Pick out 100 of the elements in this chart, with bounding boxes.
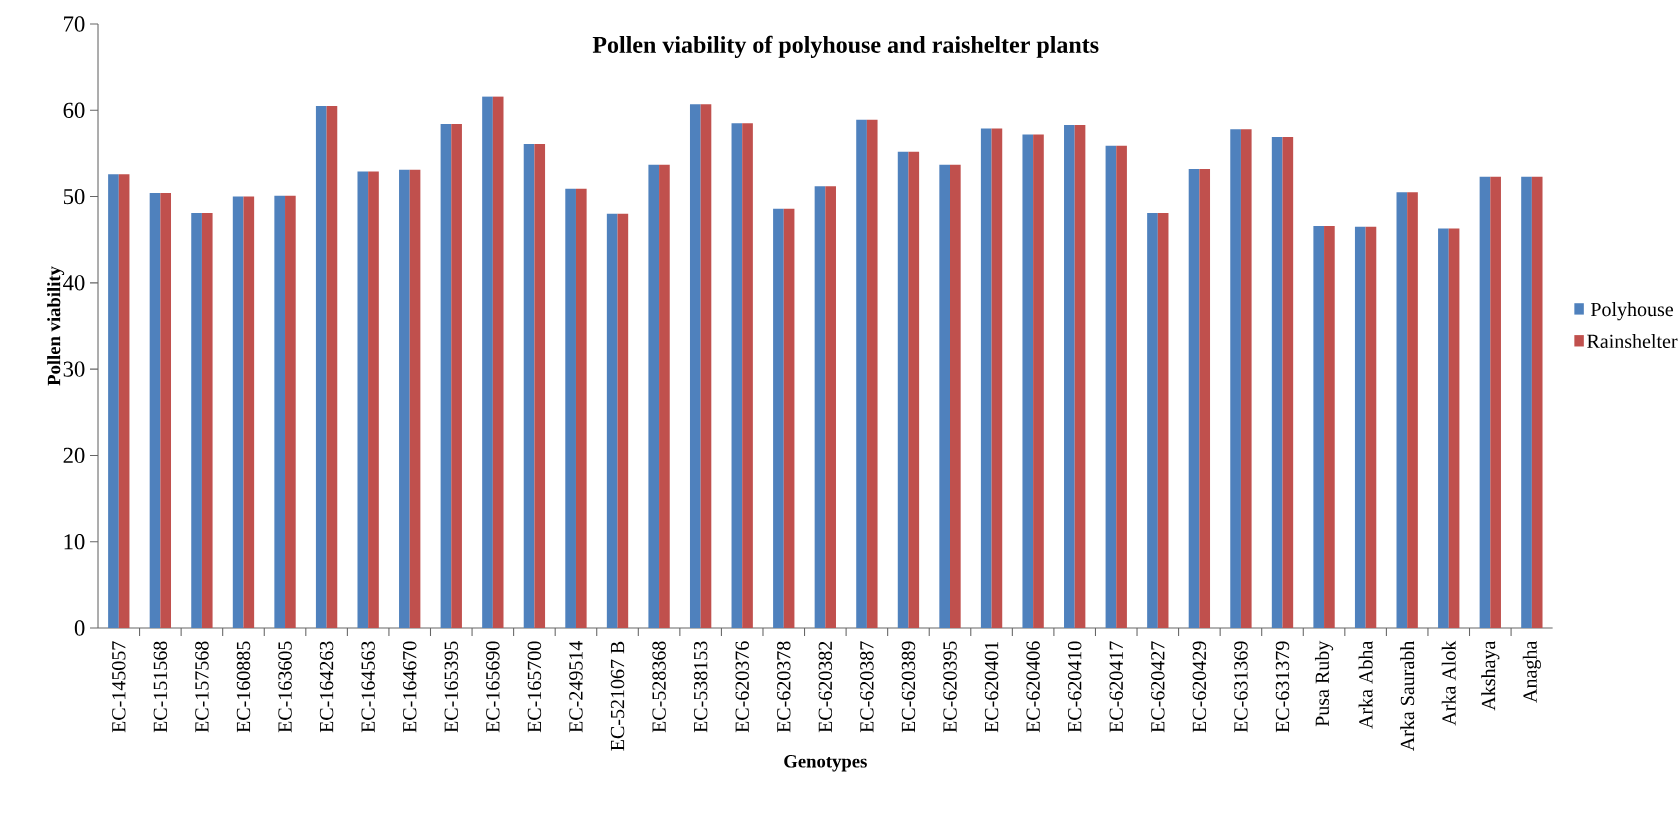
bar: [856, 119, 867, 628]
bar: [1074, 124, 1086, 628]
x-tick-label: EC-521067 B: [610, 641, 625, 751]
x-tick-label: EC-145057: [112, 641, 126, 733]
bar: [399, 169, 410, 628]
bar: [149, 193, 161, 628]
bar: [659, 164, 670, 628]
x-tick-label: EC-157568: [195, 641, 209, 733]
bar: [897, 151, 909, 628]
x-tick-label: EC-165700: [527, 641, 542, 733]
bar: [783, 208, 795, 628]
bar: [1033, 134, 1044, 628]
bar: [523, 143, 535, 628]
bar: [232, 196, 244, 628]
bar: [326, 105, 338, 628]
x-tick-label: EC-620376: [735, 641, 749, 733]
bar: [565, 188, 576, 628]
bar: [1105, 145, 1117, 628]
bar: [451, 124, 462, 628]
bar: [617, 213, 629, 628]
bar: [1188, 168, 1200, 628]
bar: [285, 195, 296, 628]
bar: [482, 96, 493, 628]
x-tick-label: Arka Abha: [1358, 640, 1373, 729]
y-tick-label: 50: [63, 188, 85, 205]
bar: [689, 104, 701, 628]
bar: [1230, 129, 1241, 628]
bar: [1490, 176, 1501, 628]
bar: [1365, 226, 1377, 628]
x-tick-label: EC-160885: [236, 641, 251, 733]
bar: [315, 105, 327, 628]
bar: [939, 164, 950, 628]
x-tick-label: EC-620401: [984, 641, 999, 733]
x-tick-label: EC-249514: [569, 641, 583, 733]
bar: [1147, 212, 1158, 628]
bar: [648, 164, 660, 628]
bar: [409, 169, 421, 628]
bar: [814, 186, 826, 628]
x-tick-label: EC-528368: [652, 641, 666, 733]
bar: [1157, 212, 1169, 628]
bar: [606, 213, 618, 628]
bar: [1407, 192, 1418, 628]
x-tick-label: EC-164670: [402, 641, 417, 733]
bar: [1324, 225, 1335, 628]
y-tick-label: 0: [74, 620, 85, 636]
x-tick-label: EC-164263: [319, 641, 334, 733]
bar: [1448, 228, 1460, 628]
bar: [1240, 129, 1252, 628]
x-tick-label: EC-631369: [1234, 641, 1248, 733]
y-tick-label: 10: [64, 534, 85, 550]
bar: [534, 143, 546, 628]
bar: [201, 212, 213, 628]
x-axis-title: Genotypes: [784, 755, 867, 772]
bar: [191, 212, 202, 628]
bar: [1313, 225, 1325, 628]
chart-title: Pollen viability of polyhouse and raishelter plants: [592, 35, 1099, 58]
bar: [368, 171, 379, 628]
x-tick-label: EC-620427: [1151, 641, 1165, 733]
x-tick-label: Arka Alok: [1441, 640, 1456, 726]
bar: [866, 119, 878, 628]
x-tick-label: EC-538153: [693, 641, 708, 733]
x-tick-label: EC-620389: [901, 641, 916, 733]
bar: [742, 123, 753, 628]
y-tick-label: 40: [63, 275, 85, 291]
bar: [908, 151, 920, 628]
bar: [1479, 176, 1491, 628]
x-tick-label: EC-620429: [1192, 641, 1207, 733]
y-tick-label: 60: [63, 102, 85, 118]
bar: [773, 208, 784, 628]
bar: [1022, 134, 1034, 628]
x-tick-label: EC-163605: [278, 641, 292, 733]
bar: [160, 193, 172, 628]
bar: [274, 195, 286, 628]
bar: [243, 196, 255, 628]
bar: [991, 128, 1003, 628]
x-tick-label: EC-164563: [361, 641, 375, 733]
x-tick-label: EC-165690: [486, 641, 500, 733]
x-tick-label: EC-165395: [444, 641, 458, 733]
bar: [1064, 124, 1075, 628]
bar: [1354, 226, 1366, 628]
bar: [108, 174, 119, 628]
x-tick-label: Pusa Ruby: [1314, 640, 1334, 727]
x-tick-label: Akshaya: [1481, 640, 1500, 711]
bar: [357, 171, 369, 628]
bar: [950, 164, 961, 628]
bar: [1438, 228, 1449, 628]
bar: [118, 174, 130, 628]
x-tick-label: EC-620387: [860, 641, 874, 733]
x-tick-label: EC-620417: [1109, 641, 1123, 733]
x-tick-label: EC-620406: [1026, 641, 1040, 733]
x-tick-label: EC-151568: [153, 641, 168, 733]
bar: [1396, 192, 1408, 628]
x-tick-label: Arka Saurabh: [1400, 640, 1415, 752]
x-tick-label: EC-620382: [818, 641, 833, 733]
bar: [1521, 176, 1532, 628]
legend-label: Polyhouse: [1590, 302, 1674, 321]
bar: [980, 128, 992, 628]
bar: [1271, 137, 1283, 628]
bar: [440, 124, 452, 628]
bar: [492, 96, 504, 628]
